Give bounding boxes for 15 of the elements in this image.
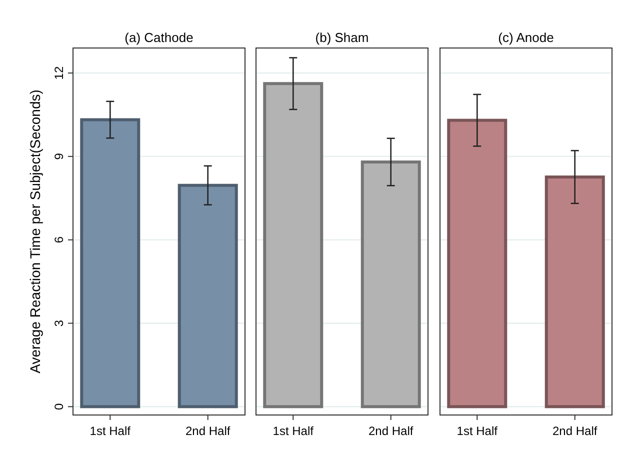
chart-title: (a) Cathode bbox=[124, 30, 194, 45]
chart-title: (b) Sham bbox=[315, 30, 369, 45]
x-tick-label: 2nd Half bbox=[552, 424, 598, 438]
x-tick-label: 1st Half bbox=[90, 424, 132, 438]
x-tick-label: 2nd Half bbox=[186, 424, 231, 438]
y-tick-label: 12 bbox=[52, 66, 66, 80]
y-tick-label: 0 bbox=[52, 403, 66, 410]
chart-title: (c) Anode bbox=[498, 30, 554, 45]
x-tick-label: 1st Half bbox=[456, 424, 498, 438]
x-tick-label: 2nd Half bbox=[368, 424, 414, 438]
x-tick-label: 1st Half bbox=[272, 424, 314, 438]
y-axis-title: Average Reaction Time per Subject(Seconds) bbox=[27, 90, 43, 374]
y-tick-label: 9 bbox=[52, 152, 66, 160]
y-tick-label: 6 bbox=[52, 236, 66, 244]
y-tick-label: 3 bbox=[52, 320, 66, 327]
